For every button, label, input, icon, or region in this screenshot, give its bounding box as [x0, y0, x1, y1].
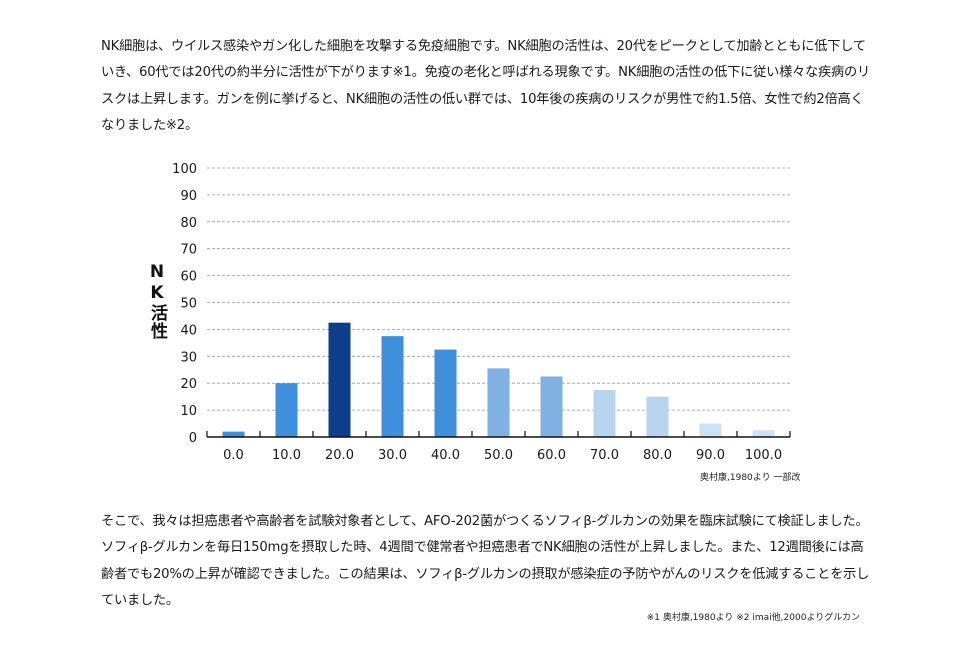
y-tick-labels: 0 10 20 30 40 50 60 70 80 90 100 — [172, 162, 197, 446]
bar — [328, 322, 351, 437]
y-tick-label: 40 — [180, 323, 197, 338]
chart-source-note: 奥村康,1980より 一部改 — [700, 473, 801, 483]
x-tick-label: 90.0 — [696, 448, 725, 463]
bar — [275, 383, 298, 437]
bars — [222, 322, 775, 437]
x-tick-label: 60.0 — [537, 448, 566, 463]
bar — [699, 423, 722, 437]
x-tick-label: 40.0 — [431, 448, 460, 463]
x-tick-label: 70.0 — [590, 448, 619, 463]
gridlines — [207, 167, 790, 411]
outro-paragraph: そこで、我々は担癌患者や高齢者を試験対象者として、AFO-202菌がつくるソフィ… — [101, 514, 870, 608]
y-tick-label: 20 — [180, 377, 197, 392]
y-tick-label: 10 — [180, 404, 197, 419]
y-tick-label: 0 — [189, 431, 197, 446]
bar — [646, 396, 669, 437]
x-tick-label: 50.0 — [484, 448, 513, 463]
x-tick-labels: 0.0 10.0 20.0 30.0 40.0 50.0 60.0 70.0 80.0 90.0 1… — [206, 431, 791, 463]
intro-paragraph: NK細胞は、ウイルス感染やガン化した細胞を攻撃する免疫細胞です。NK細胞の活性は… — [101, 39, 870, 133]
y-axis-label: NK活性 — [147, 262, 167, 340]
x-tick-label: 30.0 — [378, 448, 407, 463]
bar — [434, 349, 457, 437]
y-tick-label: 50 — [180, 297, 197, 312]
y-tick-label: 80 — [180, 216, 197, 231]
x-tick-label: 20.0 — [325, 448, 354, 463]
bar — [222, 431, 245, 437]
x-tick-label: 100.0 — [745, 448, 782, 463]
bar — [593, 389, 616, 437]
bar — [752, 430, 775, 437]
y-tick-label: 30 — [180, 350, 197, 365]
y-tick-label: 100 — [172, 162, 197, 177]
y-tick-label: 90 — [180, 189, 197, 204]
y-tick-label: 70 — [180, 243, 197, 258]
bar — [540, 376, 563, 437]
x-tick-label: 10.0 — [272, 448, 301, 463]
x-tick-label: 0.0 — [223, 448, 244, 463]
x-tick-label: 80.0 — [643, 448, 672, 463]
bar — [487, 368, 510, 437]
y-tick-label: 60 — [180, 270, 197, 285]
footnote: ※1 奥村康,1980より ※2 imai他,2000よりグルカン — [646, 613, 860, 623]
bar — [381, 336, 404, 437]
